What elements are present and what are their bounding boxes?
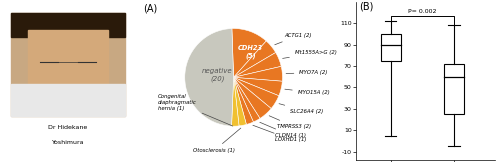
Text: TMPRSS3 (2): TMPRSS3 (2) xyxy=(269,116,312,129)
Bar xyxy=(28,30,108,94)
Bar xyxy=(444,64,464,114)
Wedge shape xyxy=(234,77,282,96)
Text: negative
(20): negative (20) xyxy=(202,68,233,82)
Text: Congenital
diaphragmatic
hernia (1): Congenital diaphragmatic hernia (1) xyxy=(158,94,233,126)
Text: Otosclerosis (1): Otosclerosis (1) xyxy=(193,128,241,153)
Text: Yoshimura: Yoshimura xyxy=(52,140,84,145)
Wedge shape xyxy=(234,77,260,122)
Wedge shape xyxy=(234,41,276,77)
Text: LOXHD1 (1): LOXHD1 (1) xyxy=(253,125,306,142)
Text: Mt1555A>G (2): Mt1555A>G (2) xyxy=(282,50,337,58)
Wedge shape xyxy=(232,77,239,126)
Wedge shape xyxy=(234,66,282,81)
Wedge shape xyxy=(234,52,281,77)
Text: MYO7A (2): MYO7A (2) xyxy=(286,70,328,75)
Text: CDH23
(5): CDH23 (5) xyxy=(238,45,264,59)
Text: (A): (A) xyxy=(143,3,158,13)
Wedge shape xyxy=(234,77,254,124)
Wedge shape xyxy=(234,77,271,118)
Text: (B): (B) xyxy=(359,2,374,12)
Bar xyxy=(12,13,124,116)
Text: MYO15A (2): MYO15A (2) xyxy=(285,89,330,95)
Text: P= 0.002: P= 0.002 xyxy=(408,9,436,14)
Text: SLC26A4 (2): SLC26A4 (2) xyxy=(279,104,324,114)
Text: ACTG1 (2): ACTG1 (2) xyxy=(274,33,312,45)
Bar xyxy=(12,13,124,37)
Bar xyxy=(12,84,124,116)
Text: CLDN14 (1): CLDN14 (1) xyxy=(260,122,306,138)
Wedge shape xyxy=(234,77,246,126)
Wedge shape xyxy=(185,29,234,126)
Wedge shape xyxy=(234,77,279,109)
Text: Dr Hidekane: Dr Hidekane xyxy=(48,125,88,130)
Wedge shape xyxy=(232,29,266,77)
Bar xyxy=(380,34,401,61)
